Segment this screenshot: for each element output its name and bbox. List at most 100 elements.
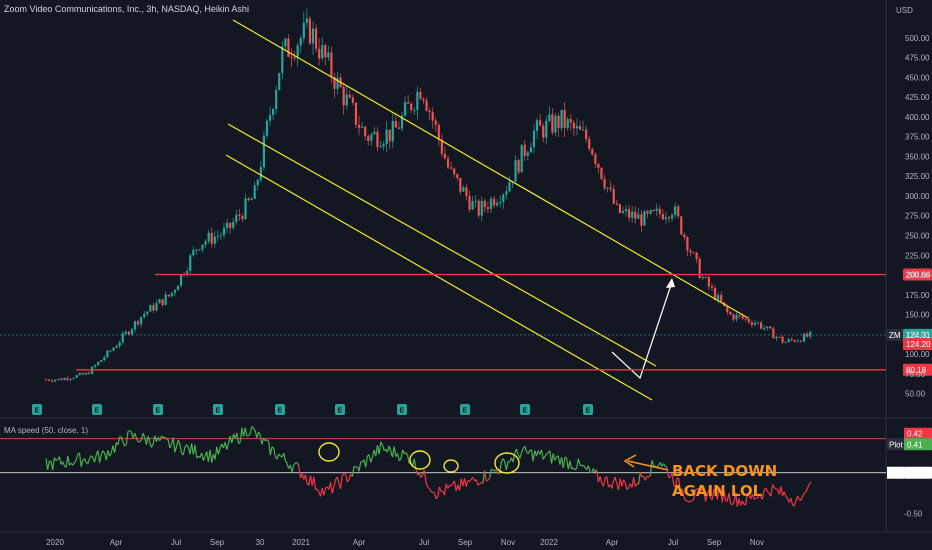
indicator-segment [544,453,548,457]
indicator-segment [149,442,153,448]
indicator-segment [704,494,708,502]
candle-body [419,91,422,99]
indicator-segment [166,438,169,441]
annotation-arrow-shaft [627,460,669,471]
price-axis: 500.00 475.00 450.00 425.00 400.00 375.00 350.… [905,34,930,399]
indicator-segment [396,453,400,462]
candle-body [729,311,732,315]
candle-body [376,131,379,147]
indicator-segment [549,450,553,464]
ind-plot-badge-prefix: Plot [889,440,904,449]
ind-zero-badge-bg [904,466,932,479]
indicator-segment [269,446,273,456]
candle-body [499,202,502,204]
candle-body [57,378,60,380]
candle-body [701,276,704,279]
candle-body [330,52,333,77]
indicator-segment [90,455,94,458]
indicator-segment [437,486,440,498]
candle-body [720,295,723,303]
indicator-segment [196,455,199,459]
indicator-segment [293,462,296,466]
indicator-segment [735,492,738,507]
indicator-segment [453,480,457,492]
candle-body [753,322,757,325]
indicator-segment [502,458,506,462]
candle-body [357,124,361,128]
candle-body [296,45,299,58]
indicator-segment [435,496,439,500]
candle-body [508,182,511,192]
indicator-segment [751,493,755,500]
candle-body [661,213,664,220]
indicator-segment [773,487,777,490]
candle-body [526,152,529,156]
prev-close-badge-bg [903,338,932,351]
indicator-segment [58,456,62,465]
indicator-segment [783,491,787,497]
candle-body [198,249,201,251]
indicator-segment [336,476,340,484]
candle-body [238,214,241,217]
indicator-segment [614,476,618,484]
candle-body [692,252,695,254]
candle-body [222,227,226,236]
indicator-segment [477,483,480,486]
candle-body [563,109,566,128]
indicator-segment [107,450,111,457]
candle-body [247,198,250,201]
indicator-segment [648,475,651,478]
price-tick-label: 300.00 [905,192,930,201]
candle-body [453,168,456,175]
time-tick-label: Nov [501,538,515,547]
candle-body [364,126,367,137]
indicator-segment [236,432,240,444]
indicator-segment [668,476,671,479]
indicator-segment [45,458,49,471]
indicator-segment [430,490,434,493]
candle-body [539,120,542,126]
indicator-segment [803,491,807,494]
candle-body [229,222,232,228]
candle-body [677,206,680,217]
indicator-segment [770,484,774,497]
ind-zero-badge-prefix-bg [887,466,904,479]
indicator-segment [790,498,794,506]
indicator-segment [626,487,629,490]
candle-body [186,270,189,276]
indicator-segment [256,431,260,438]
candle-body [311,28,315,44]
candle-body [324,45,327,58]
indicator-segment [492,469,495,472]
candle-body [403,102,407,116]
candle-body [305,18,308,23]
indicator-segment [450,483,454,487]
indicator-segment [596,469,600,483]
indicator-pane [0,425,886,507]
candle-body [385,129,388,145]
candle-body [766,326,769,329]
candle-body [505,191,508,195]
indicator-segment [753,497,757,500]
candle-body [628,209,631,218]
candle-body [66,378,69,380]
candle-body [161,299,164,305]
indicator-segment [134,432,137,439]
indicator-segment [194,445,198,458]
indicator-segment [487,477,491,481]
earnings-marker-label: E [523,408,528,415]
indicator-segment [644,475,648,481]
indicator-segment [696,487,700,490]
indicator-segment [542,456,546,460]
indicator-segment [125,431,129,445]
indicator-segment [333,479,337,487]
indicator-segment [602,477,606,487]
candle-body [130,329,134,335]
candle-body [140,316,143,325]
candle-body [658,208,661,214]
price-tick-label: 250.00 [905,232,930,241]
indicator-segment [353,465,356,468]
